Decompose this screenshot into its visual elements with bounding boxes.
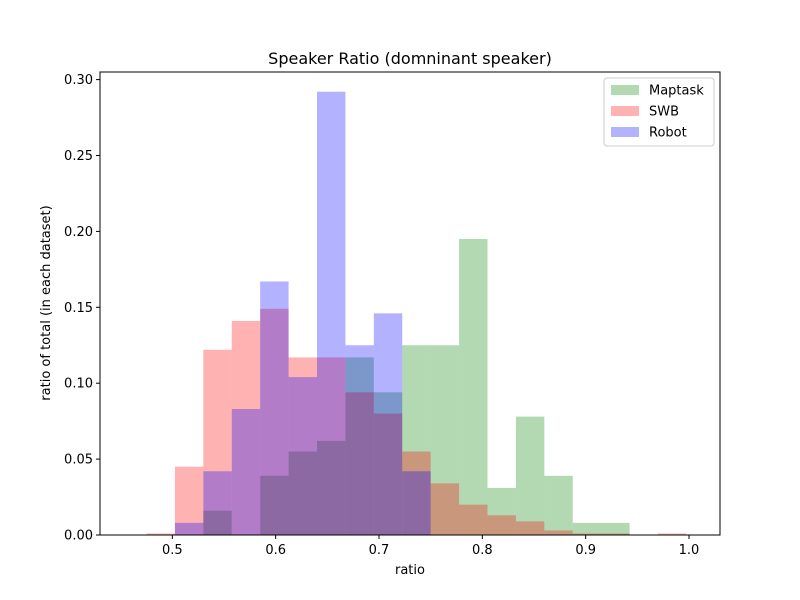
y-tick-label: 0.10 — [64, 377, 93, 392]
y-tick-label: 0.30 — [64, 73, 93, 88]
bar-swb-6 — [317, 357, 346, 535]
bars-group — [146, 91, 687, 536]
bar-maptask-15 — [572, 522, 602, 535]
bar-swb-2 — [203, 349, 232, 535]
x-tick-label: 1.0 — [679, 543, 700, 558]
x-tick-label: 0.8 — [472, 543, 493, 558]
bar-robot-1 — [174, 522, 204, 535]
y-tick-label: 0.15 — [64, 301, 93, 316]
bar-maptask-2 — [203, 510, 232, 535]
bar-maptask-7 — [345, 357, 374, 535]
x-tick-label: 0.7 — [369, 543, 390, 558]
legend-swatch-swb — [611, 106, 639, 116]
bar-swb-1 — [174, 466, 204, 535]
bar-maptask-4 — [260, 475, 289, 535]
legend-label-robot: Robot — [649, 126, 687, 141]
plot-frame — [99, 71, 721, 536]
bar-swb-11 — [459, 504, 488, 535]
bar-robot-6 — [317, 91, 346, 535]
legend-label-swb: SWB — [649, 105, 679, 120]
x-axis-ticks: 0.5 0.6 0.7 0.8 0.9 1.0 — [162, 535, 699, 558]
bar-swb-8 — [373, 413, 403, 535]
chart-title: Speaker Ratio (domninant speaker) — [268, 49, 552, 68]
bar-maptask-6 — [317, 440, 346, 535]
bar-maptask-16 — [601, 522, 630, 535]
legend-box — [603, 77, 715, 147]
bar-swb-18 — [658, 533, 687, 535]
bar-swb-14 — [544, 530, 573, 535]
bar-swb-4 — [260, 308, 289, 535]
y-tick-label: 0.05 — [64, 453, 93, 468]
x-axis-label: ratio — [395, 563, 425, 578]
legend: Maptask SWB Robot — [603, 77, 715, 147]
bar-robot-3 — [231, 409, 261, 535]
bar-swb-15 — [572, 533, 602, 535]
bar-swb-13 — [515, 521, 545, 535]
legend-swatch-robot — [611, 127, 639, 137]
y-axis-label: ratio of total (in each dataset) — [39, 205, 54, 400]
bar-maptask-10 — [430, 345, 460, 535]
bar-robot-2 — [203, 471, 232, 535]
bar-swb-7 — [345, 392, 374, 535]
bar-swb-3 — [231, 320, 261, 535]
legend-label-maptask: Maptask — [649, 84, 704, 99]
bar-maptask-11 — [459, 238, 488, 536]
bar-maptask-5 — [288, 451, 317, 535]
y-axis-ticks: 0.00 0.05 0.10 0.15 0.20 0.25 0.30 — [64, 73, 100, 544]
y-tick-label: 0.00 — [64, 529, 93, 544]
bar-swb-9 — [402, 451, 431, 535]
bar-robot-7 — [345, 345, 374, 535]
x-tick-label: 0.6 — [265, 543, 286, 558]
bar-maptask-13 — [515, 416, 545, 535]
bar-robot-8 — [373, 313, 403, 535]
bar-swb-16 — [601, 533, 630, 535]
legend-swatch-maptask — [611, 85, 639, 95]
bar-maptask-14 — [544, 475, 573, 535]
y-tick-label: 0.25 — [64, 149, 93, 164]
y-tick-label: 0.20 — [64, 225, 93, 240]
bar-robot-9 — [402, 471, 431, 535]
bar-swb-12 — [487, 515, 516, 535]
bar-maptask-9 — [402, 345, 431, 535]
bar-robot-4 — [260, 281, 289, 535]
x-tick-label: 0.9 — [575, 543, 596, 558]
x-tick-label: 0.5 — [162, 543, 183, 558]
bar-maptask-12 — [487, 487, 516, 535]
bar-swb-0 — [146, 533, 175, 535]
bar-maptask-8 — [373, 392, 403, 535]
bar-robot-5 — [288, 377, 317, 535]
bar-swb-10 — [430, 483, 460, 535]
bar-swb-5 — [288, 357, 317, 535]
